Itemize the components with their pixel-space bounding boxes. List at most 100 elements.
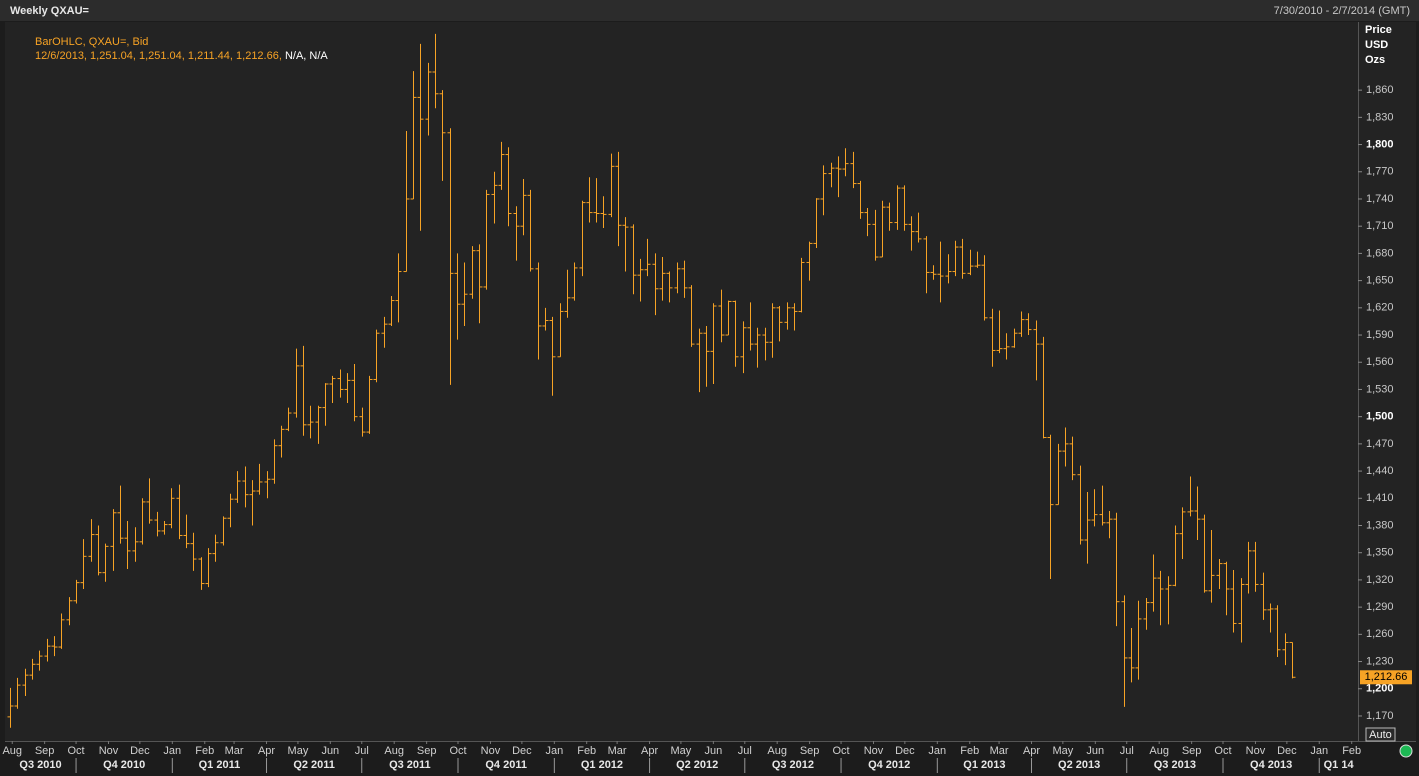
quarter-label: Q4 2010 bbox=[103, 759, 145, 771]
x-tick-label: Apr bbox=[641, 745, 658, 757]
x-tick-label: Mar bbox=[608, 745, 627, 757]
chart-title: Weekly QXAU= bbox=[10, 5, 89, 17]
x-tick-label: Jan bbox=[163, 745, 181, 757]
y-tick-label: 1,710 bbox=[1366, 220, 1394, 232]
last-price-label: 1,212.66 bbox=[1365, 671, 1408, 683]
x-tick-label: May bbox=[288, 745, 309, 757]
x-tick-label: Nov bbox=[99, 745, 119, 757]
x-tick-label: Oct bbox=[1214, 745, 1231, 757]
last-price-tag bbox=[1360, 670, 1412, 685]
y-tick-label: 1,290 bbox=[1366, 601, 1394, 613]
y-tick-label: 1,230 bbox=[1366, 655, 1394, 667]
title-bar bbox=[0, 0, 1419, 21]
x-tick-label: Sep bbox=[35, 745, 55, 757]
x-tick-label: Jul bbox=[738, 745, 752, 757]
y-tick-label: 1,770 bbox=[1366, 166, 1394, 178]
quarter-label: Q4 2013 bbox=[1250, 759, 1292, 771]
x-tick-label: Jun bbox=[704, 745, 722, 757]
quarter-label: Q3 2010 bbox=[19, 759, 61, 771]
y-tick-label: 1,830 bbox=[1366, 111, 1394, 123]
x-tick-label: Aug bbox=[1149, 745, 1169, 757]
x-tick-label: Dec bbox=[130, 745, 150, 757]
quarter-label: Q3 2011 bbox=[389, 759, 431, 771]
y-axis-label: Price bbox=[1365, 24, 1392, 36]
quarter-label: Q2 2011 bbox=[293, 759, 335, 771]
x-tick-label: Jan bbox=[928, 745, 946, 757]
y-tick-label: 1,170 bbox=[1366, 710, 1394, 722]
x-tick-label: Dec bbox=[512, 745, 532, 757]
y-axis-label: Ozs bbox=[1365, 54, 1385, 66]
y-axis-panel bbox=[1359, 22, 1416, 741]
quarter-label: Q1 14 bbox=[1324, 759, 1355, 771]
x-tick-label: Jun bbox=[321, 745, 339, 757]
x-tick-label: Nov bbox=[864, 745, 884, 757]
quarter-label: Q2 2013 bbox=[1058, 759, 1100, 771]
y-tick-label: 1,530 bbox=[1366, 383, 1394, 395]
x-tick-label: Jan bbox=[545, 745, 563, 757]
quarter-label: Q1 2012 bbox=[581, 759, 623, 771]
y-tick-label: 1,650 bbox=[1366, 275, 1394, 287]
x-tick-label: Apr bbox=[1023, 745, 1040, 757]
x-tick-label: Aug bbox=[767, 745, 787, 757]
legend-na: N/A, N/A bbox=[285, 50, 328, 62]
y-tick-label: 1,380 bbox=[1366, 519, 1394, 531]
quarter-label: Q3 2012 bbox=[772, 759, 814, 771]
x-tick-label: Jan bbox=[1310, 745, 1328, 757]
legend-line: BarOHLC, QXAU=, Bid bbox=[35, 36, 148, 48]
x-tick-label: Feb bbox=[1342, 745, 1361, 757]
x-tick-label: Jul bbox=[355, 745, 369, 757]
x-tick-label: Jul bbox=[1120, 745, 1134, 757]
y-tick-label: 1,800 bbox=[1366, 138, 1394, 150]
x-tick-label: Oct bbox=[832, 745, 849, 757]
quarter-label: Q2 2012 bbox=[676, 759, 718, 771]
legend-values: 12/6/2013, 1,251.04, 1,251.04, 1,211.44,… bbox=[35, 50, 328, 62]
date-range: 7/30/2010 - 2/7/2014 (GMT) bbox=[1274, 5, 1410, 17]
x-tick-label: Oct bbox=[67, 745, 84, 757]
y-tick-label: 1,260 bbox=[1366, 628, 1394, 640]
y-axis-label: USD bbox=[1365, 39, 1388, 51]
x-tick-label: Mar bbox=[990, 745, 1009, 757]
status-indicator bbox=[1399, 744, 1413, 758]
y-tick-label: 1,410 bbox=[1366, 492, 1394, 504]
x-tick-label: Mar bbox=[225, 745, 244, 757]
x-tick-label: Aug bbox=[384, 745, 404, 757]
y-tick-label: 1,740 bbox=[1366, 193, 1394, 205]
y-tick-label: 1,680 bbox=[1366, 247, 1394, 259]
y-tick-label: 1,500 bbox=[1366, 411, 1394, 423]
quarter-label: Q3 2013 bbox=[1154, 759, 1196, 771]
x-tick-label: Nov bbox=[481, 745, 501, 757]
x-tick-label: Sep bbox=[417, 745, 437, 757]
y-tick-label: 1,560 bbox=[1366, 356, 1394, 368]
quarter-label: Q4 2011 bbox=[485, 759, 527, 771]
x-tick-label: Sep bbox=[1182, 745, 1202, 757]
x-tick-label: Jun bbox=[1086, 745, 1104, 757]
y-tick-label: 1,200 bbox=[1366, 683, 1394, 695]
x-tick-label: Feb bbox=[195, 745, 214, 757]
auto-button[interactable] bbox=[1365, 727, 1396, 742]
y-tick-label: 1,470 bbox=[1366, 438, 1394, 450]
quarter-label: Q4 2012 bbox=[868, 759, 910, 771]
quarter-label: Q1 2011 bbox=[199, 759, 241, 771]
y-tick-label: 1,440 bbox=[1366, 465, 1394, 477]
y-tick-label: 1,590 bbox=[1366, 329, 1394, 341]
x-tick-label: Nov bbox=[1246, 745, 1266, 757]
y-tick-label: 1,620 bbox=[1366, 302, 1394, 314]
y-tick-label: 1,320 bbox=[1366, 574, 1394, 586]
quarter-label: Q1 2013 bbox=[963, 759, 1005, 771]
plot-area bbox=[5, 22, 1358, 741]
x-tick-label: Dec bbox=[1277, 745, 1297, 757]
x-tick-label: Oct bbox=[449, 745, 466, 757]
x-tick-label: Feb bbox=[577, 745, 596, 757]
x-tick-label: May bbox=[1052, 745, 1073, 757]
x-tick-label: Aug bbox=[2, 745, 22, 757]
x-tick-label: Sep bbox=[800, 745, 820, 757]
y-tick-label: 1,860 bbox=[1366, 84, 1394, 96]
x-tick-label: Dec bbox=[895, 745, 915, 757]
x-tick-label: Feb bbox=[960, 745, 979, 757]
legend-ohlc: 12/6/2013, 1,251.04, 1,251.04, 1,211.44,… bbox=[35, 50, 282, 62]
auto-label[interactable]: Auto bbox=[1369, 729, 1392, 741]
y-tick-label: 1,350 bbox=[1366, 547, 1394, 559]
x-tick-label: Apr bbox=[258, 745, 275, 757]
x-tick-label: May bbox=[671, 745, 692, 757]
